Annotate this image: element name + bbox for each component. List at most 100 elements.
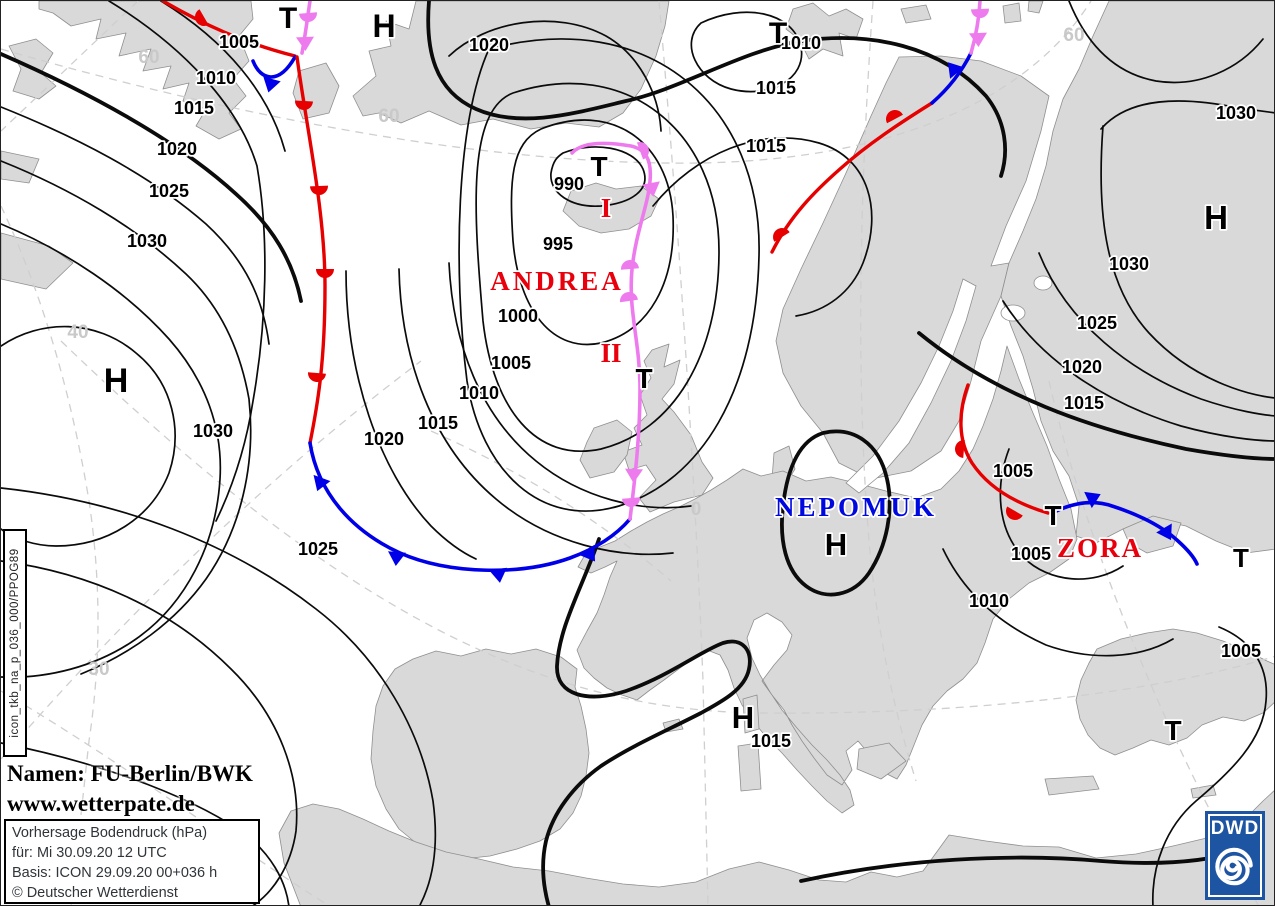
info-line-valid-time: für: Mi 30.09.20 12 UTC [12,845,167,861]
isobar-label: 1010 [196,68,236,88]
cold-front [308,441,632,573]
isobar-label: 1025 [298,539,338,559]
map-labels: 1005101010151020102510301030102510209909… [67,1,1262,753]
pressure-center-low: T [1233,543,1249,573]
info-line-model-basis: Basis: ICON 29.09.20 00+036 h [12,865,218,881]
isobar-label: 1015 [756,78,796,98]
graticule-label: 60 [378,106,399,127]
system-name-i: I [601,193,612,223]
isobar [550,146,646,207]
isobar-label: 1030 [193,421,233,441]
occluded-front-marker [625,468,643,483]
isobar [999,448,1124,580]
occluded-front-marker [622,497,640,507]
lake-ladoga [1000,304,1026,322]
isobar-label: 1015 [751,731,791,751]
isobar [426,1,1007,178]
isobar-label: 1010 [969,591,1009,611]
weather-fronts [161,1,1199,583]
isobar-label: 1005 [1011,544,1051,564]
isobar [1,223,222,679]
cold-front-marker [263,76,281,93]
isobar [1,560,298,905]
isobar-label: 990 [554,174,584,194]
graticule-label: 30 [88,659,109,680]
isobar [475,82,720,452]
warm-front-marker [886,110,903,124]
pressure-center-high: H [104,362,129,400]
isobar [690,11,803,93]
land-greenland-east [352,1,670,130]
forecast-info-box: Vorhersage Bodendruck (hPa) für: Mi 30.0… [4,819,260,904]
occluded-front-marker [971,8,989,18]
pressure-center-low: T [590,151,607,182]
isobar-label: 1015 [746,136,786,156]
isobar [1,742,290,905]
isobar [799,849,1243,883]
occluded-front [969,1,982,55]
lake-onega [1033,275,1053,291]
isobar-label: 1030 [1109,254,1149,274]
graticule-line [1048,380,1259,905]
graticule-line [60,340,1274,714]
pressure-center-low: T [1044,500,1061,531]
isobar-label: 1015 [1064,393,1104,413]
branding-line-names: Namen: FU-Berlin/BWK [7,761,253,786]
graticule-line [430,430,672,582]
isobar-label: 1015 [418,413,458,433]
isobar [652,137,873,317]
isobar-label: 1000 [498,306,538,326]
info-line-copyright: © Deutscher Wetterdienst [12,885,178,901]
isobar-label: 1030 [1216,103,1256,123]
occluded-front-marker [299,12,317,22]
pressure-center-high: H [732,700,754,735]
graticule-label: 60 [138,47,159,68]
land-sicily [856,742,907,780]
isobar [448,20,662,132]
isobar [448,262,692,509]
occluded-front-marker [969,32,987,47]
isobar [1100,100,1274,130]
isobar-label: 1005 [993,461,1033,481]
dwd-logo: DWD [1205,811,1265,900]
isobar [1,160,252,675]
isobar [1100,125,1274,399]
land-crete [1044,775,1100,796]
isobar-label: 1025 [1077,313,1117,333]
isobar [160,1,286,152]
sea-baltic [845,278,977,494]
isobar-label: 1005 [491,353,531,373]
warm-front [770,101,934,254]
isobar [458,38,760,512]
occluded-front-marker [621,260,639,270]
occluded-front-marker [642,181,660,197]
graticule-line [860,1,917,782]
isobar-label: 1020 [364,429,404,449]
branding-line-url: www.wetterpate.de [7,791,195,816]
isobar [108,1,266,522]
isobar [1002,300,1274,442]
isobar [1152,626,1268,905]
isobar [917,331,1274,461]
isobar-label: 1030 [127,231,167,251]
system-name-ii: II [600,338,621,368]
land-labrador-1 [1,150,40,184]
cold-front [930,51,973,105]
pressure-center-high: H [1204,199,1228,236]
pressure-center-high: H [372,8,395,44]
isobar [1,325,176,547]
warm-front-marker [308,372,326,382]
graticule-line [658,1,709,905]
warm-front-marker [295,100,313,110]
occluded-front-marker [296,36,314,51]
graticule-label: 40 [67,322,88,343]
isobar [398,268,674,556]
isobar [780,429,892,597]
cold-front-marker [388,551,406,566]
graticule-line [1,205,99,905]
isobar-label: 1005 [1221,641,1261,661]
